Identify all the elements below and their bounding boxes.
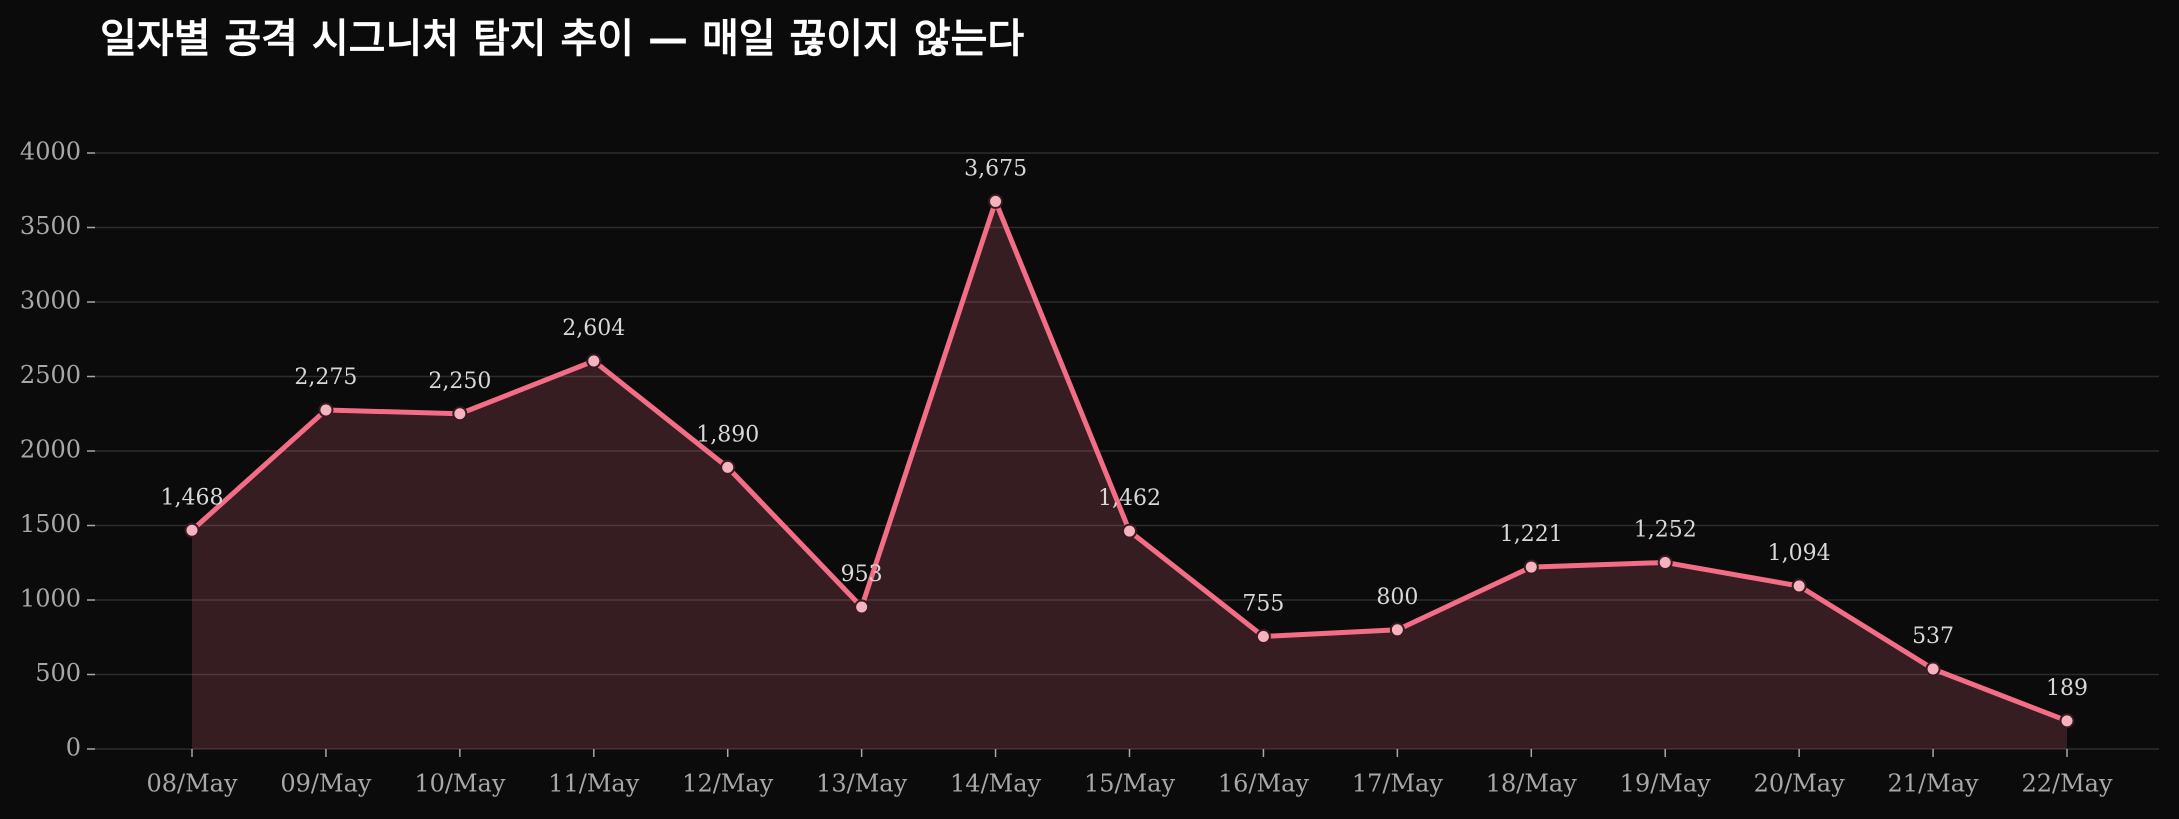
x-tick-label: 19/May — [1620, 770, 1712, 798]
point — [988, 193, 1004, 209]
y-tick-label: 500 — [35, 659, 81, 687]
x-tick-label: 21/May — [1888, 770, 1980, 798]
point — [586, 353, 602, 369]
y-tick-label: 1000 — [20, 585, 81, 613]
value-label: 2,275 — [294, 365, 357, 390]
y-tick-label: 3500 — [20, 212, 81, 240]
y-tick-label: 0 — [66, 734, 81, 762]
chart-title: 일자별 공격 시그니처 탐지 추이 — 매일 끊이지 않는다 — [100, 16, 1024, 62]
x-tick-label: 15/May — [1084, 770, 1176, 798]
x-tick-label: 14/May — [950, 770, 1042, 798]
point — [1657, 554, 1673, 570]
point — [184, 522, 200, 538]
value-label: 1,252 — [1634, 517, 1697, 542]
value-label: 1,094 — [1768, 541, 1831, 566]
point — [452, 406, 468, 422]
value-label: 953 — [841, 562, 883, 587]
x-tick-label: 18/May — [1486, 770, 1578, 798]
y-tick-label: 2500 — [20, 361, 81, 389]
x-tick-label: 11/May — [548, 770, 640, 798]
value-label: 1,890 — [696, 422, 759, 447]
x-tick-label: 09/May — [280, 770, 372, 798]
y-tick-label: 3000 — [20, 287, 81, 315]
value-label: 800 — [1376, 585, 1418, 610]
value-label: 537 — [1912, 624, 1954, 649]
area — [192, 201, 2067, 750]
y-tick-label: 1500 — [20, 510, 81, 538]
point — [318, 402, 334, 418]
point — [1389, 622, 1405, 638]
value-label: 755 — [1242, 592, 1284, 617]
point — [720, 459, 736, 475]
point — [854, 599, 870, 615]
point — [1925, 661, 1941, 677]
y-tick-label: 4000 — [20, 138, 81, 166]
y-tick-label: 2000 — [20, 436, 81, 464]
value-label: 1,221 — [1500, 522, 1563, 547]
point — [1791, 578, 1807, 594]
x-tick-label: 13/May — [816, 770, 908, 798]
x-tick-label: 16/May — [1218, 770, 1310, 798]
value-label: 2,604 — [562, 316, 625, 341]
value-label: 2,250 — [428, 369, 491, 394]
x-tick-label: 22/May — [2021, 770, 2113, 798]
x-tick-label: 12/May — [682, 770, 774, 798]
point — [1523, 559, 1539, 575]
point — [2059, 713, 2075, 729]
x-tick-label: 20/May — [1754, 770, 1846, 798]
point — [1122, 523, 1137, 539]
value-label: 1,462 — [1098, 486, 1161, 511]
point — [1255, 629, 1271, 645]
value-label: 1,468 — [161, 485, 224, 510]
x-tick-label: 10/May — [414, 770, 506, 798]
value-label: 3,675 — [964, 156, 1027, 181]
value-label: 189 — [2046, 676, 2088, 701]
x-tick-label: 17/May — [1352, 770, 1444, 798]
x-tick-label: 08/May — [146, 770, 238, 798]
